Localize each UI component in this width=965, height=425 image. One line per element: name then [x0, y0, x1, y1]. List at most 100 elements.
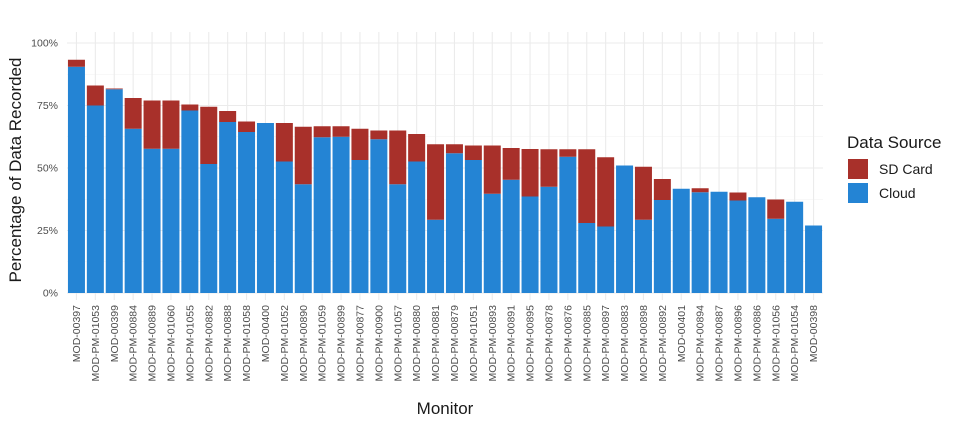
y-tick-label: 0% [43, 288, 58, 300]
bar-cloud [105, 89, 123, 293]
bar-sd-card [521, 149, 539, 197]
x-tick-label: MOD-PM-00876 [562, 305, 574, 382]
x-tick-label: MOD-PM-00883 [619, 305, 631, 382]
y-axis-title: Percentage of Data Recorded [6, 58, 25, 283]
bar-sd-card [464, 145, 482, 160]
bar-cloud [370, 139, 388, 293]
bar-sd-card [162, 100, 180, 149]
x-tick-label: MOD-PM-00899 [336, 305, 348, 382]
bar-cloud [332, 136, 350, 293]
bar-cloud [691, 192, 709, 293]
bar-sd-card [294, 126, 312, 185]
bar-sd-card [578, 149, 596, 223]
bar-sd-card [653, 179, 671, 200]
bar-cloud [672, 188, 690, 293]
x-tick-label: MOD-PM-01056 [770, 305, 782, 382]
bar-sd-card [483, 145, 501, 194]
x-tick-label: MOD-PM-01053 [90, 305, 102, 382]
x-tick-label: MOD-PM-01057 [392, 305, 404, 382]
x-tick-label: MOD-PM-00880 [411, 305, 423, 382]
x-tick-label: MOD-PM-00882 [203, 305, 215, 382]
legend-swatch-sd-card [848, 159, 868, 179]
x-tick-label: MOD-PM-00889 [147, 305, 159, 382]
bar-sd-card [313, 126, 331, 138]
x-tick-label: MOD-PM-00890 [298, 305, 310, 382]
y-tick-label: 100% [31, 38, 58, 50]
bar-sd-card [767, 199, 785, 219]
bar-sd-card [502, 148, 520, 180]
x-tick-label: MOD-PM-00888 [222, 305, 234, 382]
bar-sd-card [540, 149, 558, 187]
bar-cloud [464, 160, 482, 293]
x-tick-label: MOD-PM-00877 [354, 305, 366, 382]
bar-cloud [200, 164, 218, 293]
x-tick-label: MOD-PM-00884 [128, 305, 140, 382]
x-tick-label: MOD-PM-00879 [449, 305, 461, 382]
bar-cloud [767, 218, 785, 293]
bar-cloud [351, 160, 369, 293]
x-tick-label: MOD-PM-01058 [241, 305, 253, 382]
x-tick-label: MOD-PM-00887 [714, 305, 726, 382]
legend-label-cloud: Cloud [879, 185, 916, 201]
legend-swatch-cloud [848, 183, 868, 203]
bar-cloud [502, 179, 520, 293]
bar-cloud [408, 161, 426, 293]
bar-sd-card [729, 192, 747, 201]
x-tick-label: MOD-PM-00892 [657, 305, 669, 382]
bar-sd-card [200, 106, 218, 164]
bar-cloud [162, 148, 180, 293]
y-axis-ticks: 0% 25% 50% 75% 100% [31, 38, 58, 300]
bar-cloud [786, 201, 804, 293]
bar-cloud [181, 110, 199, 293]
bar-sd-card [143, 100, 161, 149]
x-tick-label: MOD-PM-00895 [525, 305, 537, 382]
bar-cloud [67, 66, 85, 293]
bar-sd-card [427, 144, 445, 220]
bar-cloud [294, 184, 312, 293]
bar-sd-card [389, 130, 407, 185]
x-tick-label: MOD-PM-00881 [430, 305, 442, 382]
x-tick-label: MOD-PM-01052 [279, 305, 291, 382]
bar-sd-card [445, 144, 463, 154]
bar-cloud [275, 161, 293, 293]
bar-cloud [445, 153, 463, 293]
bar-sd-card [351, 128, 369, 160]
x-tick-label: MOD-PM-00896 [732, 305, 744, 382]
bar-cloud [124, 128, 142, 293]
bars [67, 59, 823, 293]
bar-sd-card [124, 98, 142, 129]
bar-sd-card [691, 188, 709, 193]
bar-cloud [805, 225, 823, 293]
x-tick-label: MOD-00399 [109, 305, 121, 362]
bar-cloud [616, 165, 634, 293]
x-tick-label: MOD-PM-00891 [506, 305, 518, 382]
bar-sd-card [238, 121, 256, 132]
bar-sd-card [181, 104, 199, 111]
x-axis-title: Monitor [417, 399, 474, 418]
bar-sd-card [332, 126, 350, 137]
bar-cloud [143, 148, 161, 293]
x-tick-label: MOD-PM-01051 [468, 305, 480, 382]
bar-cloud [729, 200, 747, 293]
y-tick-label: 25% [37, 225, 58, 237]
bar-sd-card [105, 88, 123, 90]
bar-cloud [521, 196, 539, 293]
bar-cloud [634, 219, 652, 293]
bar-cloud [710, 191, 728, 293]
bar-sd-card [370, 130, 388, 140]
x-tick-label: MOD-00400 [260, 305, 272, 362]
bar-sd-card [634, 166, 652, 220]
x-tick-label: MOD-00397 [71, 305, 83, 362]
bar-cloud [389, 184, 407, 293]
bar-sd-card [559, 149, 577, 157]
bar-cloud [313, 137, 331, 293]
x-tick-label: MOD-PM-00885 [581, 305, 593, 382]
x-axis-ticks: MOD-00397 MOD-PM-01053 MOD-00399 MOD-PM-008… [71, 305, 820, 382]
legend-title: Data Source [847, 133, 942, 152]
x-tick-label: MOD-PM-01059 [317, 305, 329, 382]
x-tick-label: MOD-PM-01054 [789, 305, 801, 382]
bar-cloud [219, 122, 237, 293]
bar-cloud [238, 132, 256, 293]
